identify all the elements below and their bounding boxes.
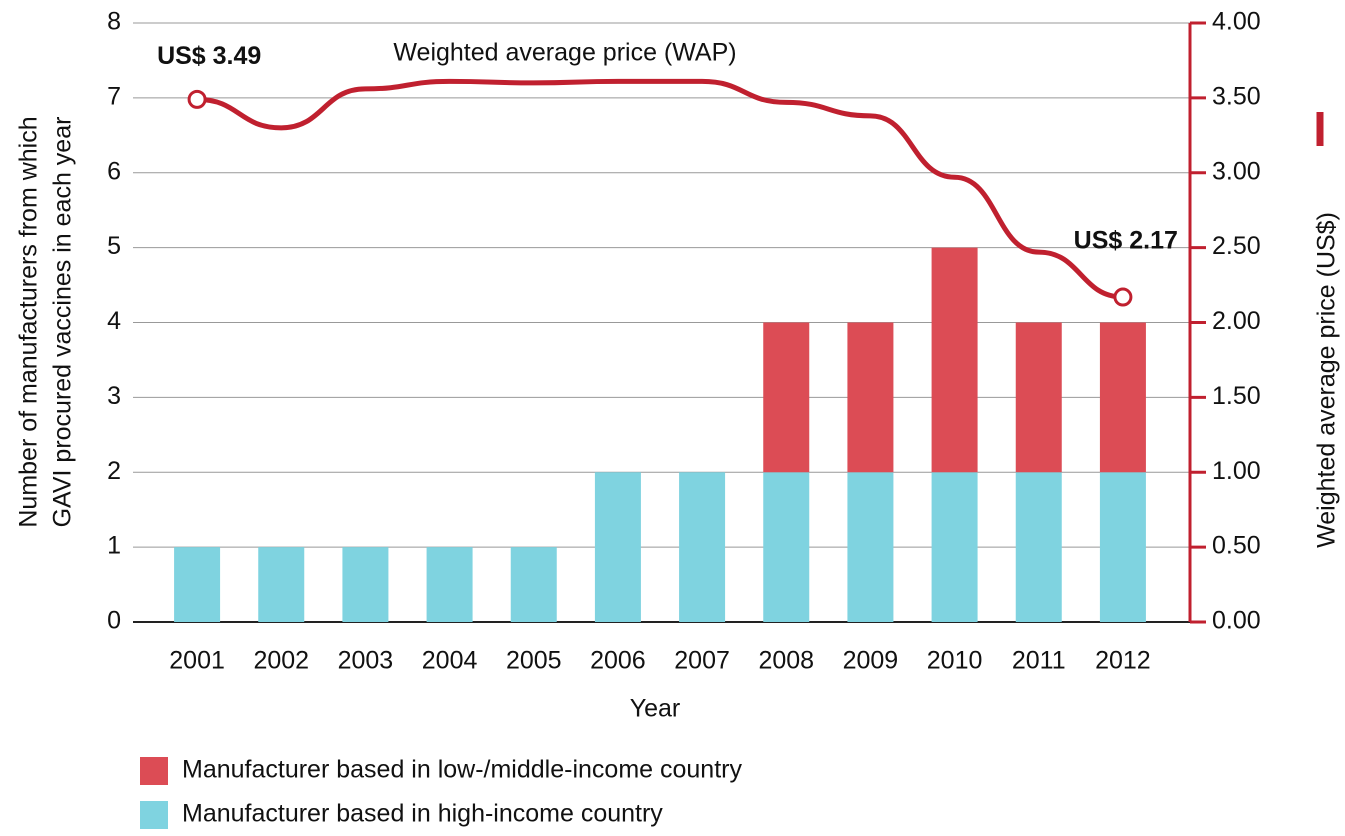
bar-segment [1015,322,1062,473]
y2-axis-label: Weighted average price (US$) [1313,212,1341,548]
bar-segment [931,247,978,473]
x-tick-label: 2002 [253,647,309,675]
y-tick-label: 0 [107,607,121,635]
point-marker [187,89,207,109]
x-tick-label: 2003 [338,647,394,675]
bar-segment [847,472,894,622]
bar-segment [342,547,389,622]
x-tick-label: 2005 [506,647,562,675]
y-tick-label: 1 [107,532,121,560]
x-tick-label: 2012 [1095,647,1151,675]
y2-tick-label: 1.00 [1212,457,1261,485]
bar-segment [174,547,221,622]
x-tick-label: 2011 [1012,647,1066,675]
y2-tick-label: 2.00 [1212,307,1261,335]
y-tick-label: 5 [107,232,121,260]
x-tick-label: 2008 [758,647,814,675]
y2-tick-label: 1.50 [1212,382,1261,410]
x-axis-label: Year [630,695,681,723]
line [197,78,1124,300]
legend-label: Manufacturer based in low-/middle-income… [182,756,742,784]
y2-tick-label: 2.50 [1212,232,1261,260]
bar-segment [847,322,894,473]
y-tick-label: 7 [107,82,121,110]
bar-segment [426,547,473,622]
y-axis-label: Number of manufacturers from which [15,116,43,527]
y-axis-label: GAVI procured vaccines in each year [49,117,77,528]
y-tick-label: 8 [107,8,121,36]
x-tick-label: 2009 [843,647,899,675]
bar-segment [931,472,978,622]
y-tick-label: 3 [107,382,121,410]
x-tick-label: 2006 [590,647,646,675]
y2-tick-label: 3.50 [1212,82,1261,110]
y-tick-label: 4 [107,307,121,335]
y2-tick-label: 0.50 [1212,532,1261,560]
y-tick-label: 6 [107,157,121,185]
bar-segment [258,547,305,622]
legend-label: Manufacturer based in high-income countr… [182,800,663,828]
legend-swatch [140,801,168,829]
point-marker [1113,287,1133,307]
line-name: Weighted average price (WAP) [393,39,736,67]
bar-segment [1015,472,1062,622]
x-tick-label: 2001 [169,647,225,675]
bar-segment [1099,322,1146,473]
x-tick-label: 2004 [422,647,478,675]
bar-segment [679,472,726,622]
x-tick-label: 2007 [674,647,730,675]
legend-swatch [140,757,168,785]
bar-segment [763,322,810,473]
bar-segment [510,547,557,622]
y-tick-label: 2 [107,457,121,485]
y2-tick-label: 4.00 [1212,8,1261,36]
bar-segment [763,472,810,622]
x-tick-label: 2010 [927,647,983,675]
data-label: US$ 3.49 [157,42,261,70]
bar-segment [1099,472,1146,622]
data-label: US$ 2.17 [1074,227,1178,255]
y2-tick-label: 0.00 [1212,607,1261,635]
bar-segment [594,472,641,622]
y2-tick-label: 3.00 [1212,157,1261,185]
